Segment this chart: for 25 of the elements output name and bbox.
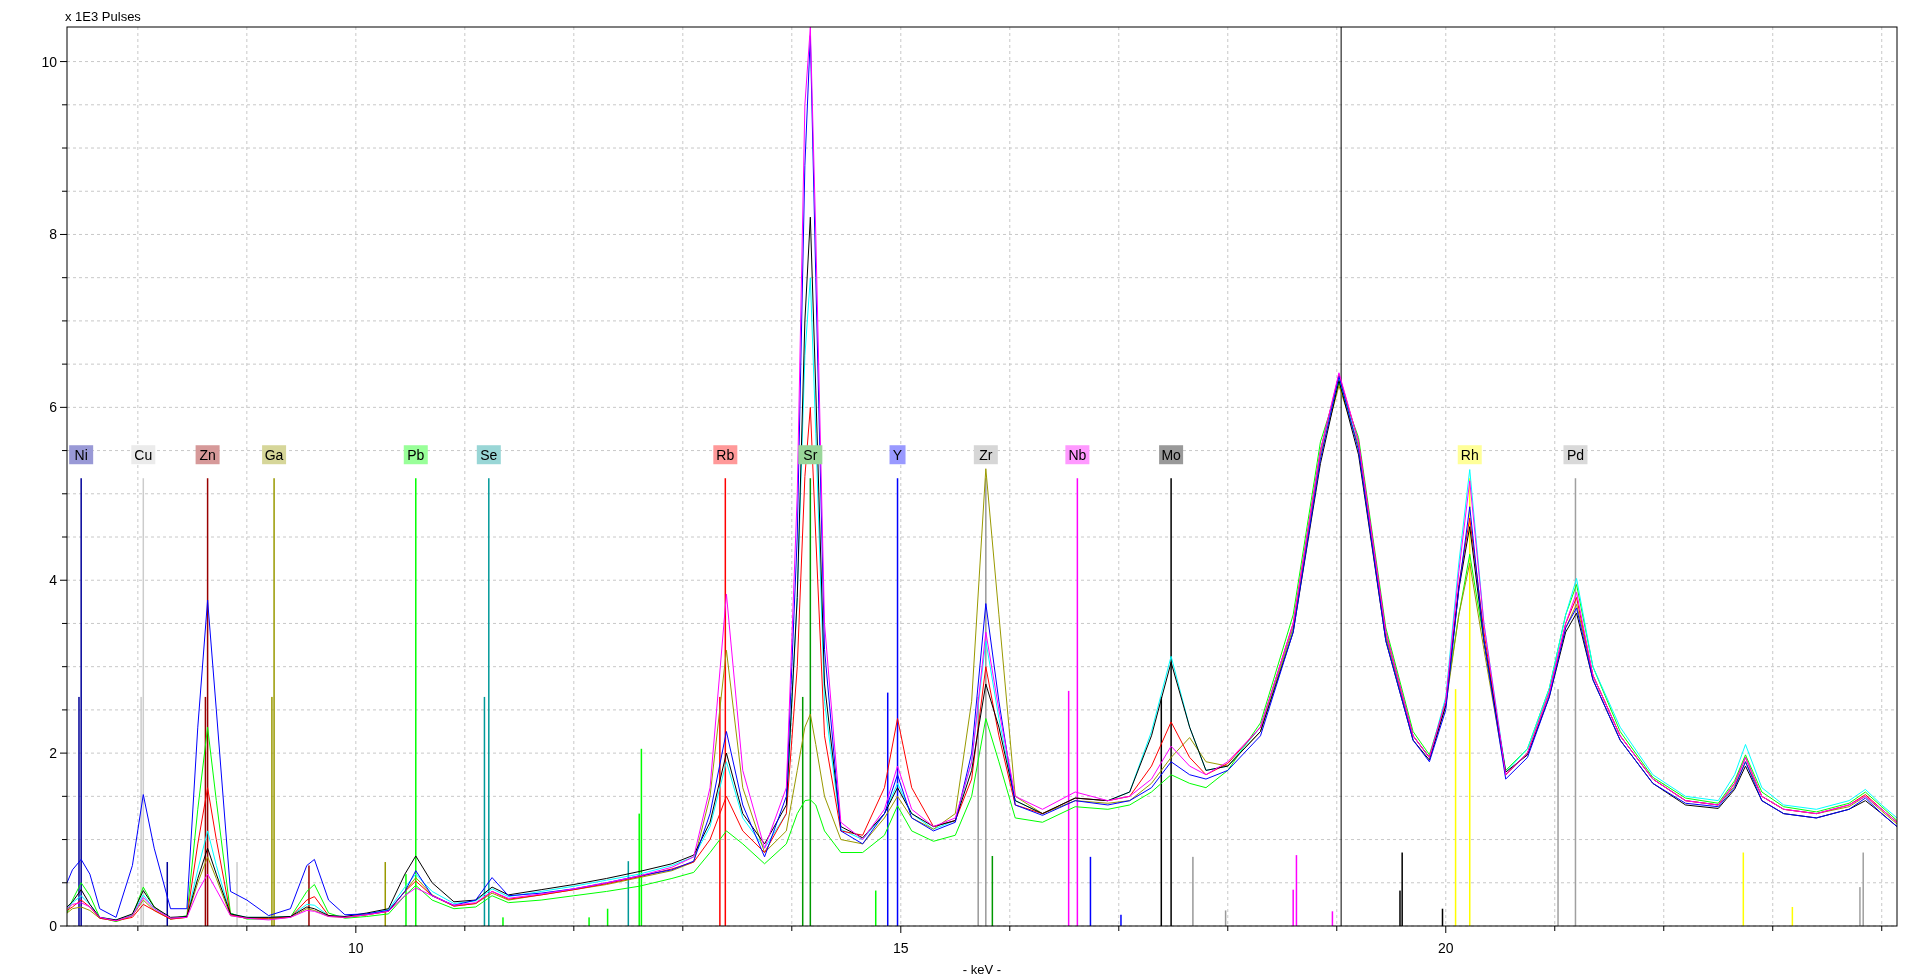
y-tick-label: 10 xyxy=(41,53,58,70)
y-tick-label: 4 xyxy=(49,572,58,589)
y-tick-label: 6 xyxy=(49,399,58,416)
y-tick-label: 2 xyxy=(49,745,58,762)
y-tick-label: 8 xyxy=(49,226,58,243)
annotation: Pb xyxy=(407,446,425,463)
annotation: Zn xyxy=(199,446,216,463)
annotation: Cu xyxy=(134,446,153,463)
x-axis-title: - keV - xyxy=(962,961,1002,977)
annotation: Se xyxy=(480,446,498,463)
annotation: Pd xyxy=(1566,446,1585,463)
x-tick-label: 15 xyxy=(893,940,909,956)
y-axis-title: x 1E3 Pulses xyxy=(65,8,142,24)
annotation: Y xyxy=(892,446,903,463)
annotation: Ga xyxy=(264,446,284,463)
x-tick-label: 20 xyxy=(1437,940,1454,956)
x-tick-label: 10 xyxy=(348,940,364,956)
annotation: Sr xyxy=(803,446,818,463)
annotation: Rb xyxy=(716,446,735,463)
annotation: Mo xyxy=(1161,446,1182,463)
annotation: Ni xyxy=(74,446,88,463)
y-tick-label: 0 xyxy=(49,918,58,934)
annotation: Rh xyxy=(1460,446,1479,463)
annotation: Zr xyxy=(979,446,993,463)
annotation: Nb xyxy=(1068,446,1087,463)
